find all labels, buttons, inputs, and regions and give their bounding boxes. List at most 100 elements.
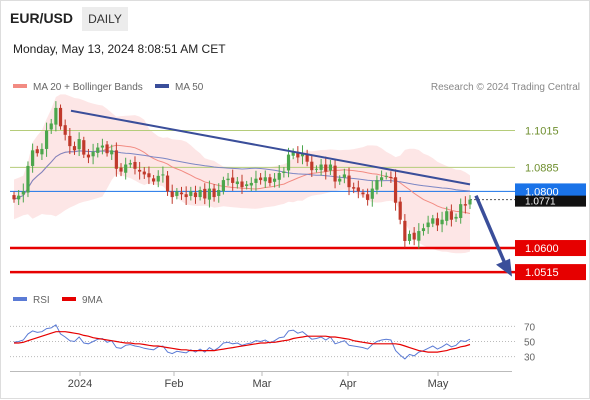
- candle-body: [12, 195, 16, 200]
- support-label: 1.0600: [525, 243, 559, 255]
- candle-body: [268, 177, 272, 183]
- candle-body: [221, 180, 225, 192]
- candle-body: [217, 190, 221, 196]
- candle-body: [114, 150, 118, 169]
- candle-body: [263, 177, 267, 182]
- candle-body: [17, 195, 21, 200]
- candle-body: [352, 187, 356, 189]
- candle-body: [100, 145, 105, 148]
- forecast-arrow-shaft: [474, 194, 507, 265]
- candle-body: [165, 175, 170, 192]
- candle-body: [77, 139, 81, 150]
- candle-body: [189, 191, 193, 196]
- candle-body: [459, 204, 463, 219]
- last-price-box: [515, 195, 586, 207]
- candle-body: [138, 169, 142, 172]
- candle-body: [142, 171, 146, 175]
- candle-body: [21, 191, 25, 195]
- candle-body: [40, 148, 44, 155]
- bollinger-band: [14, 94, 470, 254]
- candle-body: [333, 165, 337, 182]
- last-price-label: 1.0771: [525, 197, 556, 208]
- candle-body: [193, 192, 198, 198]
- candle-body: [324, 164, 328, 172]
- candle-body: [68, 135, 72, 147]
- current-price-box: [515, 183, 586, 199]
- candle-body: [426, 222, 430, 228]
- candle-body: [361, 192, 365, 195]
- candle-body: [328, 164, 333, 171]
- candle-body: [366, 194, 370, 200]
- candle-body: [124, 164, 128, 173]
- candle-body: [398, 201, 402, 220]
- candle-body: [370, 188, 374, 199]
- timeframe-badge[interactable]: [82, 7, 128, 31]
- downtrend-line: [70, 109, 471, 186]
- candle-body: [449, 211, 453, 220]
- candle-body: [151, 178, 156, 182]
- current-price-label: 1.0800: [525, 186, 559, 198]
- time-axis-label: 2024: [68, 378, 92, 390]
- candle-body: [393, 177, 398, 203]
- candle-body: [305, 154, 309, 162]
- rsi-legend-label: RSI: [33, 295, 50, 306]
- candle-body: [86, 154, 91, 158]
- candle-body: [231, 177, 235, 183]
- candle-body: [468, 199, 472, 205]
- bollinger-legend-label: MA 20 + Bollinger Bands: [33, 82, 143, 93]
- candle-body: [403, 220, 407, 241]
- candle-body: [35, 149, 39, 154]
- candle-body: [342, 174, 346, 178]
- candle-body: [91, 151, 95, 157]
- candle-body: [110, 150, 114, 155]
- candle-body: [389, 176, 393, 178]
- candle-body: [286, 154, 291, 171]
- candle-body: [49, 123, 53, 130]
- candle-body: [407, 233, 412, 241]
- time-axis-label: Feb: [165, 378, 184, 390]
- candle-body: [291, 151, 295, 156]
- bollinger-band-area: [14, 94, 470, 254]
- candle-body: [431, 218, 435, 224]
- credit-text: Research © 2024 Trading Central: [431, 82, 580, 93]
- candle-body: [44, 130, 49, 149]
- candlesticks: [12, 101, 472, 249]
- candle-body: [184, 194, 188, 198]
- candle-body: [82, 140, 86, 155]
- time-axis-label: Mar: [253, 378, 272, 390]
- price-levels: [10, 130, 515, 274]
- candle-body: [300, 153, 305, 157]
- symbol-title: EUR/USD: [10, 10, 73, 26]
- timestamp: Monday, May 13, 2024 8:08:51 AM CET: [13, 42, 226, 56]
- candle-body: [272, 178, 277, 182]
- trendline-group: [70, 109, 512, 277]
- candle-body: [282, 171, 286, 174]
- candle-body: [175, 191, 179, 196]
- support-label-box: [515, 240, 586, 257]
- candle-body: [375, 180, 379, 190]
- forecast-arrow-head: [496, 258, 512, 277]
- candle-body: [161, 174, 165, 176]
- candle-body: [128, 163, 132, 165]
- candle-body: [72, 146, 77, 151]
- candle-body: [259, 177, 263, 181]
- ma50-legend-label: MA 50: [175, 82, 204, 93]
- candle-body: [314, 168, 319, 170]
- candle-body: [105, 144, 109, 154]
- timeframe-label: DAILY: [88, 12, 122, 26]
- candle-body: [254, 178, 258, 183]
- candle-body: [212, 188, 216, 198]
- rsi-legend-swatch: [13, 297, 27, 301]
- candle-body: [156, 175, 160, 182]
- candle-body: [412, 232, 416, 240]
- rsi-ma-line: [14, 331, 471, 353]
- rsi-ma-legend-label: 9MA: [82, 295, 103, 306]
- rsi-tick-label: 30: [524, 353, 536, 364]
- candle-body: [319, 164, 323, 170]
- candle-body: [379, 177, 384, 181]
- candle-body: [170, 191, 174, 198]
- candle-body: [147, 173, 151, 178]
- candle-body: [133, 161, 137, 169]
- candle-body: [277, 173, 281, 180]
